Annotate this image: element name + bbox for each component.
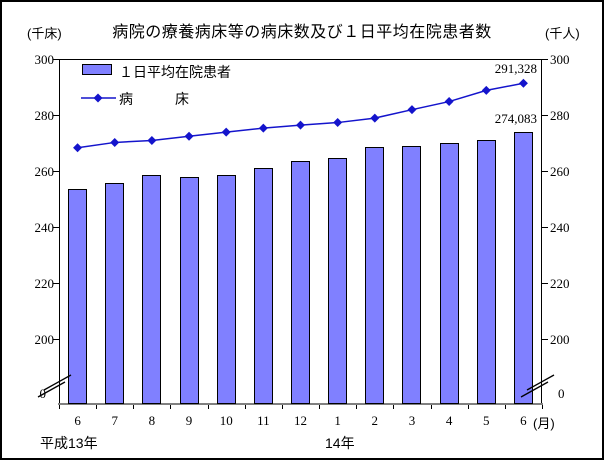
line-legend-label: 病 床 [119,91,189,107]
bar-5 [476,139,496,404]
y-tick-label-left: 200 [34,332,55,347]
bar-8 [142,175,162,404]
y-tick-label-right: 300 [550,52,570,67]
y-tick-right [542,283,548,284]
y-zero-label-right: 0 [558,386,565,401]
bar-max-value-label: 274,083 [494,111,537,126]
x-tick [504,405,506,409]
x-tick-label-month: 8 [148,413,156,428]
y-tick-label-right: 200 [550,332,570,347]
x-tick [133,405,135,409]
bar-6 [513,131,533,404]
x-tick [244,405,246,409]
x-tick [430,405,432,409]
bar-6 [68,189,88,404]
y-zero-label-left: 0 [39,386,47,401]
x-tick-label-month: 11 [257,413,270,428]
x-axis-line [58,403,543,405]
bar-10 [216,174,236,404]
x-tick-label-month: 2 [371,413,379,428]
right-axis-unit-label: (千人) [545,26,580,41]
x-tick [319,405,321,409]
bar-11 [253,167,273,404]
y-tick-right [542,171,548,172]
y-tick-right [542,339,548,340]
y-tick-left [53,59,59,60]
y-tick-label-left: 220 [34,276,55,291]
y-tick-label-right: 260 [550,164,570,179]
bar-2 [365,147,385,404]
y-tick-label-left: 260 [34,164,55,179]
x-tick-label-month: 3 [408,413,416,428]
y-tick-left [53,115,59,116]
y-tick-right [542,227,548,228]
x-tick [207,405,209,409]
plot-area [59,59,542,404]
chart-title: 病院の療養病床等の病床数及び１日平均在院患者数 [112,24,492,41]
bar-1 [328,157,348,404]
bar-12 [291,161,310,404]
y-tick-left [53,283,59,284]
month-unit-label: (月) [533,416,555,431]
x-tick [170,405,172,409]
x-tick [59,405,60,409]
x-tick-label-month: 9 [185,413,193,428]
y-tick-label-left: 240 [34,220,55,235]
y-tick-left [53,227,59,228]
y-tick-label-right: 240 [550,220,570,235]
line-max-value-label: 291,328 [494,61,537,76]
bar-7 [105,183,125,404]
x-tick [281,405,283,409]
bar-legend-swatch [82,64,112,75]
bar-3 [402,145,422,404]
x-tick-label-month: 6 [520,413,527,428]
x-tick [356,405,358,409]
y-tick-left [53,171,59,172]
x-tick-label-month: 5 [483,413,490,428]
bar-4 [439,142,459,404]
year-label-14: 14年 [325,435,355,451]
x-tick [542,405,543,409]
year-label-heisei13: 平成13年 [40,435,98,451]
y-tick-label-left: 300 [34,52,55,67]
y-tick-left [53,339,59,340]
x-tick-label-month: 1 [334,413,341,428]
x-tick-label-month: 6 [74,413,81,428]
x-tick-label-month: 12 [294,413,307,428]
y-tick-right [542,59,548,60]
x-tick-label-month: 4 [445,413,453,428]
x-tick-label-month: 7 [111,413,118,428]
line-legend-sample [81,93,116,103]
y-tick-label-right: 280 [550,108,570,123]
left-axis-unit-label: (千床) [27,26,62,41]
x-tick-label-month: 10 [219,413,233,428]
x-tick [467,405,469,409]
y-tick-label-right: 220 [550,276,570,291]
bar-9 [179,177,199,404]
bar-legend-label: １日平均在院患者 [119,64,231,80]
y-tick-right [542,115,548,116]
y-tick-label-left: 280 [34,108,55,123]
x-tick [96,405,98,409]
x-tick [393,405,395,409]
